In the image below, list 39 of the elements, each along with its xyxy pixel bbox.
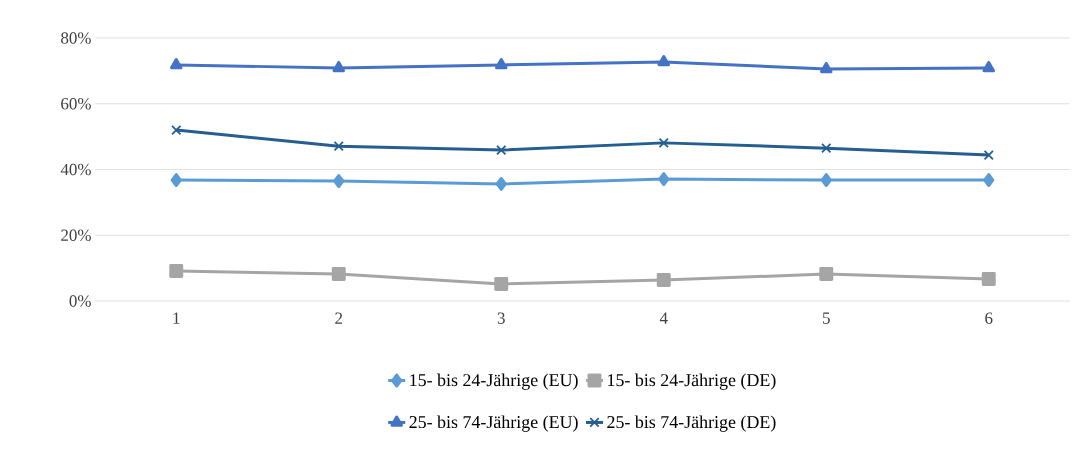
point (658, 137, 669, 148)
point (820, 173, 832, 187)
point (981, 272, 996, 286)
point (658, 172, 670, 187)
point (333, 174, 345, 188)
point (170, 173, 182, 187)
point (495, 176, 507, 191)
x-tick-label: 3 (497, 312, 505, 324)
point (983, 149, 994, 161)
point (494, 276, 509, 291)
x-tick-label: 4 (659, 312, 668, 324)
y-tick-label: 60% (61, 98, 91, 110)
point (983, 173, 995, 187)
point (331, 267, 346, 282)
point (819, 267, 834, 282)
legend-label: 25- bis 74-Jährige (DE) (607, 415, 776, 432)
x-tick-label: 6 (985, 312, 993, 324)
point (171, 124, 182, 136)
legend-label: 15- bis 24-Jährige (EU) (410, 373, 578, 390)
point (169, 264, 184, 279)
point (982, 60, 995, 73)
point (657, 55, 670, 67)
x-tick-label: 5 (823, 312, 830, 324)
point (332, 60, 345, 73)
point (656, 272, 671, 287)
point (496, 144, 507, 156)
y-tick-label: 20% (61, 229, 91, 241)
point (333, 141, 344, 152)
point (821, 143, 832, 154)
x-tick-label: 1 (173, 312, 180, 324)
point (820, 61, 833, 74)
legend-label: 15- bis 24-Jährige (DE) (608, 373, 776, 390)
point (495, 57, 508, 70)
point (170, 57, 183, 70)
y-tick-label: 0% (69, 295, 91, 307)
y-tick-label: 40% (60, 163, 91, 176)
legend-label: 25- bis 74-Jährige (EU) (409, 415, 578, 432)
y-tick-label: 80% (61, 32, 91, 44)
x-tick-label: 2 (335, 312, 343, 324)
